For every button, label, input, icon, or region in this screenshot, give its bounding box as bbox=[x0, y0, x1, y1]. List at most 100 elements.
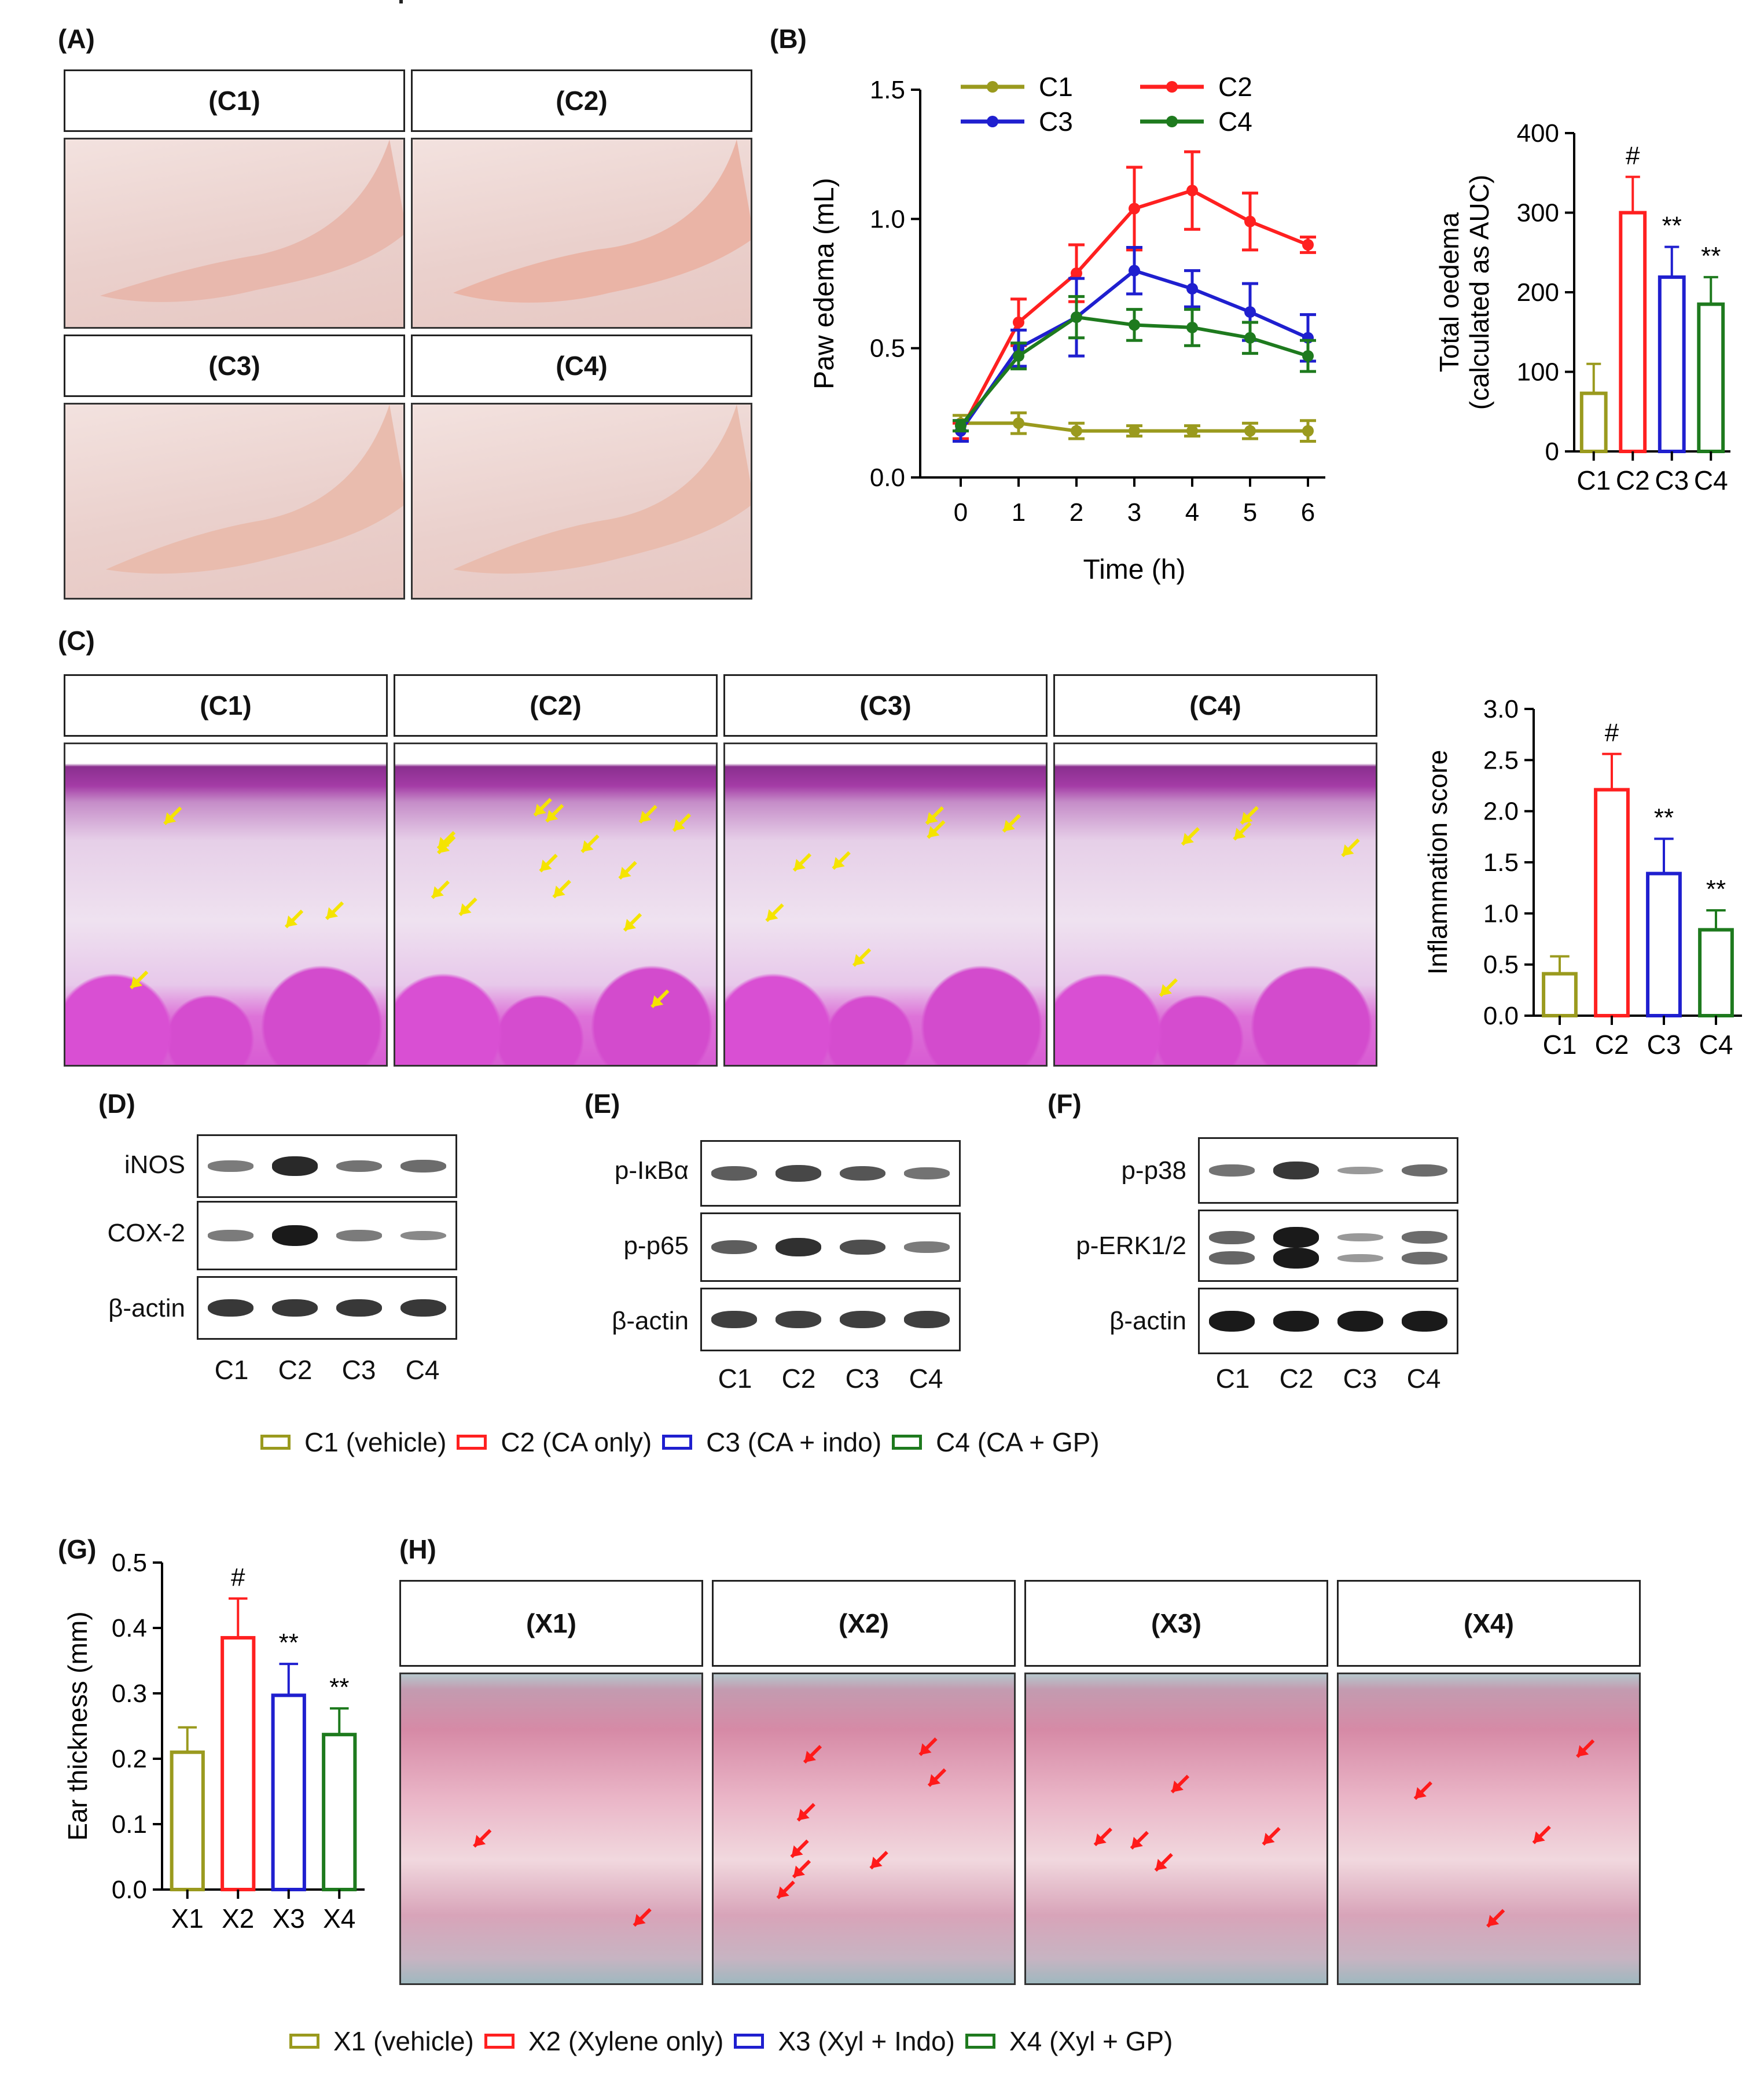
blot-band bbox=[1337, 1233, 1384, 1242]
blot-d-inos bbox=[197, 1134, 457, 1198]
arrow-head bbox=[1487, 1914, 1500, 1927]
blot-band bbox=[207, 1230, 254, 1241]
legend-swatch bbox=[289, 2034, 319, 2049]
y-tick-label: 0.5 bbox=[112, 1551, 147, 1577]
data-point bbox=[1129, 425, 1140, 437]
significance-marker: # bbox=[1605, 719, 1619, 747]
arrow-head bbox=[1131, 1836, 1143, 1848]
legend-label: X1 (vehicle) bbox=[333, 2026, 474, 2056]
legend-label: C4 bbox=[1218, 106, 1252, 137]
histology-c4 bbox=[1053, 743, 1377, 1067]
blot-band bbox=[207, 1299, 254, 1317]
data-point bbox=[1244, 332, 1256, 344]
arrow-head bbox=[793, 859, 806, 871]
blot-e-lane4: C4 bbox=[909, 1363, 943, 1394]
significance-marker: ** bbox=[1706, 875, 1726, 903]
arrow-head bbox=[798, 1809, 810, 1821]
panel-c-title-c1: (C1) bbox=[64, 674, 388, 737]
data-point bbox=[1129, 319, 1140, 331]
arrow-head bbox=[652, 995, 664, 1007]
paw-photo-c1 bbox=[64, 138, 405, 329]
y-tick-label: 0 bbox=[1545, 438, 1559, 466]
paw-shape bbox=[453, 405, 751, 574]
blot-f-pp38 bbox=[1198, 1137, 1458, 1204]
arrow-head bbox=[1094, 1833, 1107, 1845]
y-tick-label: 0.3 bbox=[112, 1679, 147, 1708]
y-tick-label: 0.5 bbox=[870, 335, 905, 363]
paw-shape bbox=[106, 405, 403, 574]
data-point bbox=[1071, 267, 1082, 280]
significance-marker: ** bbox=[1654, 803, 1674, 832]
panel-h-label: (H) bbox=[399, 1534, 436, 1564]
blot-band bbox=[1401, 1252, 1448, 1265]
significance-marker: # bbox=[1626, 142, 1640, 170]
arrow-head bbox=[1182, 833, 1194, 845]
paw-shape bbox=[453, 139, 751, 303]
arrow-head bbox=[1160, 984, 1172, 996]
arrow-head bbox=[432, 886, 444, 898]
arrow-head bbox=[791, 1845, 803, 1857]
data-point bbox=[1071, 311, 1082, 324]
legend-swatch bbox=[484, 2034, 514, 2049]
legend-x-item-3: X3 (Xyl + Indo) bbox=[734, 2026, 955, 2057]
arrow-head bbox=[619, 866, 631, 879]
legend-c: C1 (vehicle) C2 (CA only) C3 (CA + indo)… bbox=[260, 1427, 1110, 1458]
blot-band bbox=[1208, 1164, 1255, 1177]
arrow-head bbox=[926, 812, 938, 824]
data-point bbox=[1302, 350, 1314, 362]
bar bbox=[271, 1693, 306, 1891]
y-axis-label: Inflammation score bbox=[1423, 750, 1453, 975]
blot-band bbox=[903, 1311, 950, 1328]
data-point bbox=[1244, 425, 1256, 437]
blot-band bbox=[903, 1241, 950, 1253]
legend-label: C3 (CA + indo) bbox=[706, 1427, 882, 1457]
x-tick-label: 2 bbox=[1070, 498, 1083, 527]
bar bbox=[1619, 211, 1647, 453]
blot-band bbox=[336, 1160, 383, 1173]
blot-band bbox=[271, 1156, 318, 1176]
arrow-head bbox=[1171, 1780, 1184, 1792]
arrow-head bbox=[793, 1865, 805, 1877]
panel-a-title-c2: (C2) bbox=[411, 69, 752, 132]
arrow-head bbox=[582, 840, 594, 852]
data-point bbox=[1013, 417, 1024, 429]
arrow-head bbox=[870, 1857, 883, 1869]
legend-label: C4 (CA + GP) bbox=[936, 1427, 1100, 1457]
arrow-head bbox=[164, 812, 177, 824]
arrow-head bbox=[553, 885, 565, 898]
legend-marker bbox=[987, 116, 998, 127]
arrow-head bbox=[833, 857, 845, 869]
blot-d-lane3: C3 bbox=[341, 1355, 376, 1385]
blot-band bbox=[271, 1299, 318, 1317]
paw-photo-c3 bbox=[64, 403, 405, 600]
blot-f-perk bbox=[1198, 1210, 1458, 1282]
arrow-head bbox=[766, 909, 778, 921]
blot-band bbox=[1208, 1251, 1255, 1265]
legend-label: C2 (CA only) bbox=[501, 1427, 652, 1457]
legend-label: X2 (Xylene only) bbox=[528, 2026, 724, 2056]
blot-band bbox=[207, 1160, 254, 1172]
y-tick-label: 1.0 bbox=[1483, 899, 1519, 928]
histology-c1 bbox=[64, 743, 388, 1067]
bar bbox=[170, 1750, 205, 1892]
blot-d-row3-label: β-actin bbox=[108, 1294, 185, 1322]
histology-c3 bbox=[723, 743, 1048, 1067]
paw-shape bbox=[100, 139, 403, 302]
blot-d-lane2: C2 bbox=[278, 1355, 313, 1385]
blot-band bbox=[1337, 1310, 1384, 1332]
blot-f-actin bbox=[1198, 1288, 1458, 1354]
y-tick-label: 0.0 bbox=[870, 464, 905, 492]
y-axis-label: Ear thickness (mm) bbox=[63, 1611, 93, 1840]
y-tick-label: 0.0 bbox=[112, 1876, 147, 1904]
x-axis-label: Time (h) bbox=[1083, 554, 1186, 585]
blot-d-lane4: C4 bbox=[405, 1355, 440, 1385]
panel-h-title-x4: (X4) bbox=[1337, 1580, 1641, 1667]
legend-c-item-1: C1 (vehicle) bbox=[260, 1427, 446, 1458]
bar bbox=[1579, 391, 1608, 453]
legend-swatch bbox=[662, 1435, 693, 1450]
blot-e-pikba bbox=[700, 1140, 961, 1207]
arrow-head bbox=[1533, 1831, 1545, 1843]
legend-swatch bbox=[260, 1435, 291, 1450]
significance-marker: ** bbox=[329, 1673, 349, 1701]
panel-g-label: (G) bbox=[58, 1534, 97, 1564]
